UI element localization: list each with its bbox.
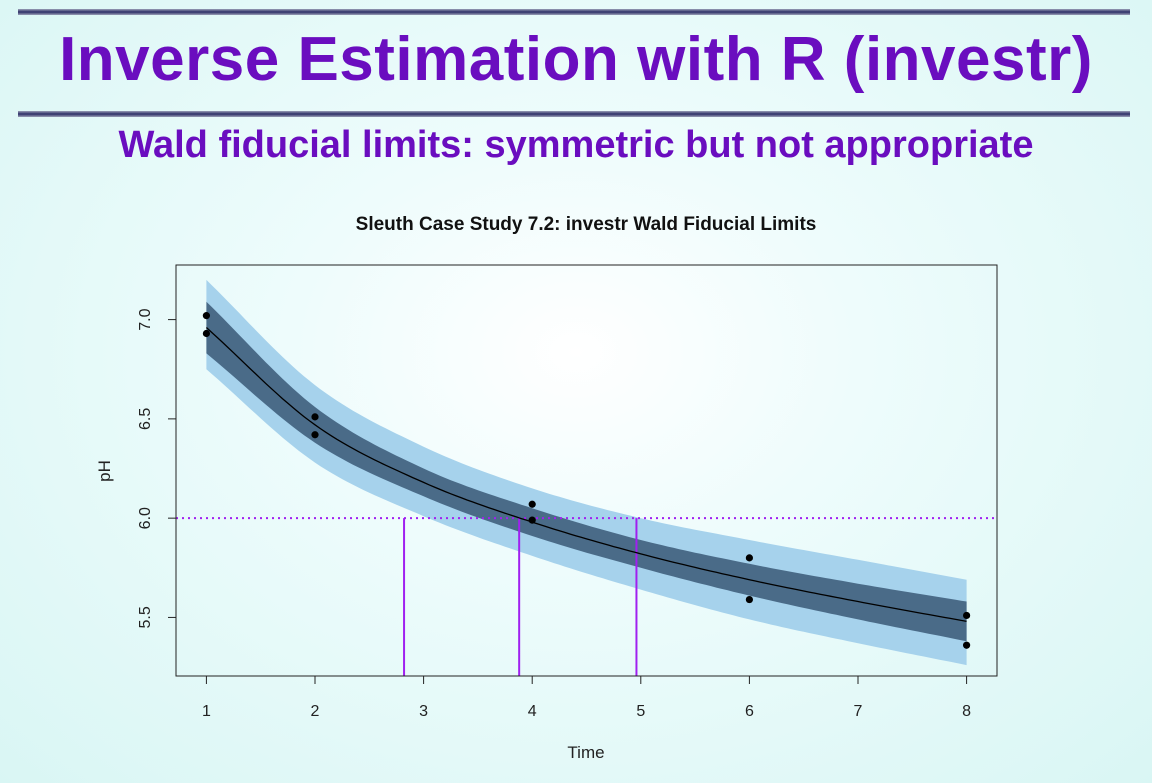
y-axis-title: pH (95, 460, 114, 482)
data-point (202, 329, 211, 338)
x-tick-label: 5 (636, 703, 645, 720)
fit-layer (205, 327, 967, 623)
data-point (528, 500, 536, 508)
slide-subtitle: Wald fiducial limits: symmetric but not … (118, 124, 1034, 166)
data-point (311, 413, 319, 421)
x-tick-label: 8 (962, 703, 971, 720)
reference-lines-layer (176, 517, 997, 676)
bands-layer (206, 279, 967, 666)
chart-title: Sleuth Case Study 7.2: investr Wald Fidu… (356, 214, 817, 235)
y-axis: 5.5 6.0 6.5 7.0 (137, 308, 177, 629)
x-tick-label: 3 (419, 703, 428, 720)
fit-curve (205, 327, 967, 623)
prediction-band (206, 279, 967, 666)
y-tick-label: 6.5 (137, 408, 154, 430)
x-axis: 1 2 3 4 5 6 7 8 (202, 675, 971, 720)
points-layer (202, 312, 971, 649)
top-rule (18, 9, 1130, 15)
slide-title: Inverse Estimation with R (investr) (59, 25, 1093, 94)
x-tick-label: 7 (854, 703, 863, 720)
y-tick-label: 6.0 (137, 507, 154, 529)
y-tick-label: 5.5 (137, 606, 154, 628)
x-axis-title: Time (567, 743, 604, 762)
confidence-band (206, 301, 967, 642)
data-point (962, 641, 971, 649)
x-tick-label: 4 (528, 703, 537, 720)
title-underline-rule (18, 111, 1130, 117)
x-tick-label: 2 (311, 703, 320, 720)
data-point (528, 516, 536, 524)
x-tick-label: 1 (202, 703, 211, 720)
data-point (311, 431, 319, 439)
data-point (745, 595, 753, 604)
data-point (962, 611, 971, 620)
data-point (745, 554, 753, 562)
x-tick-label: 6 (745, 703, 754, 720)
y-tick-label: 7.0 (137, 308, 154, 330)
data-point (202, 312, 211, 320)
